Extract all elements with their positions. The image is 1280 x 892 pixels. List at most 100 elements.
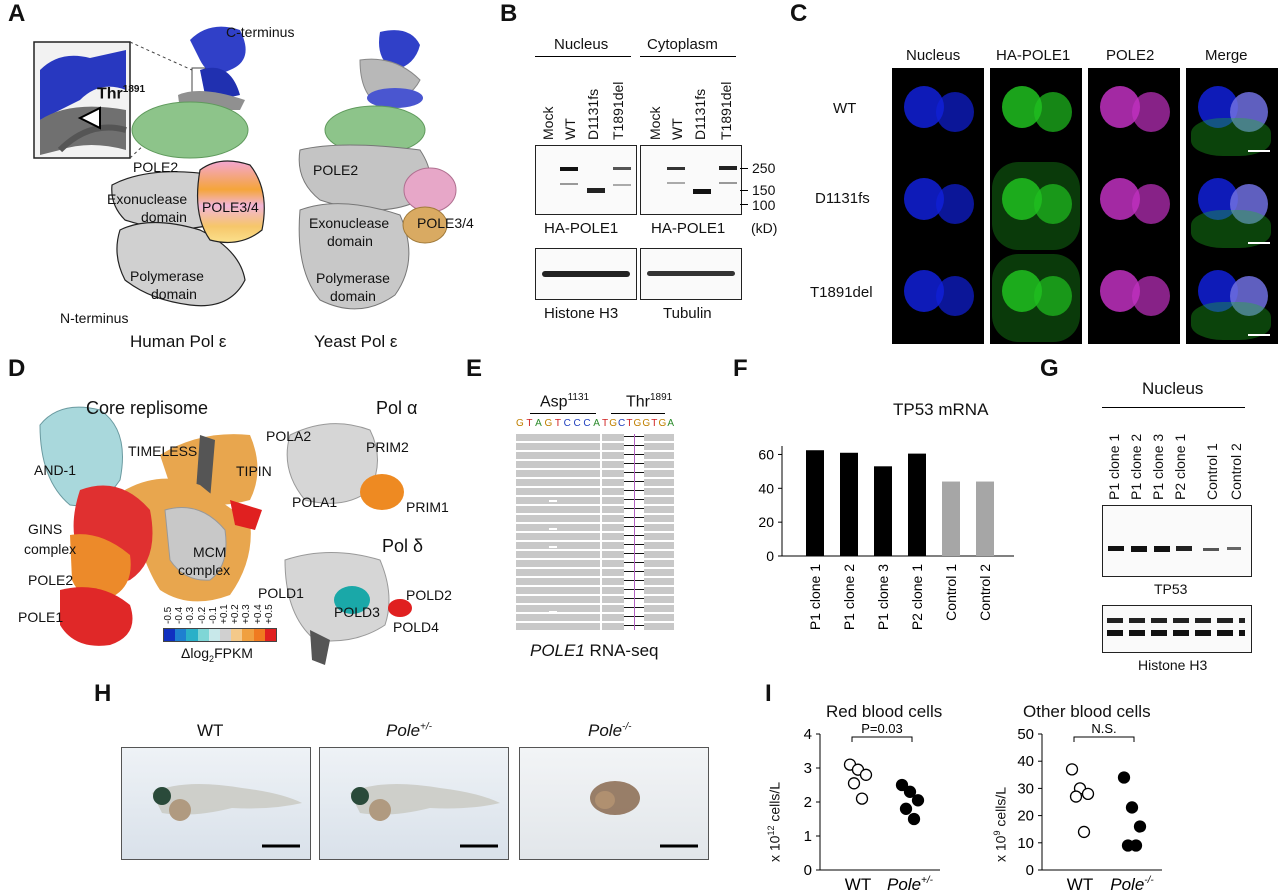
prim1-label: PRIM1 bbox=[406, 499, 449, 515]
i-dot bbox=[911, 794, 925, 807]
col-merge: Merge bbox=[1205, 47, 1248, 64]
n-terminus-label: N-terminus bbox=[60, 310, 129, 326]
g-lane-6: Control 2 bbox=[1228, 443, 1244, 500]
blot-ha-cytoplasm bbox=[640, 145, 742, 215]
g-lane-2: P1 clone 2 bbox=[1128, 433, 1144, 500]
ha-pole1-label-nuc: HA-POLE1 bbox=[544, 220, 619, 237]
lane-d1131fs-nuc: D1131fs bbox=[585, 88, 601, 140]
base-letter: T bbox=[554, 418, 562, 429]
pold2-label: POLD2 bbox=[406, 587, 452, 603]
scale-tick: +0.2 bbox=[230, 604, 242, 624]
rbc-ylabel: x 1012 cells/L bbox=[766, 781, 783, 862]
pola1-label: POLA1 bbox=[292, 494, 338, 510]
other-ylabel: x 109 cells/L bbox=[992, 786, 1009, 862]
blot-ha-nucleus bbox=[535, 145, 637, 215]
kd-label: (kD) bbox=[751, 220, 778, 236]
f-bar bbox=[908, 453, 926, 556]
histone-h3-label-b: Histone H3 bbox=[544, 305, 619, 322]
scale-tick: -0.2 bbox=[196, 606, 208, 624]
i-y-tick-label: 10 bbox=[1017, 835, 1034, 852]
h-wt-title: WT bbox=[197, 721, 224, 740]
mcm-label: MCM bbox=[193, 544, 227, 560]
panel-label-e: E bbox=[466, 355, 483, 382]
i-y-tick-label: 30 bbox=[1017, 780, 1034, 797]
micrograph-wt-merge bbox=[1186, 68, 1278, 160]
i-y-tick-label: 0 bbox=[1026, 862, 1034, 879]
base-letter: A bbox=[593, 418, 600, 429]
rnaseq-track-asp bbox=[516, 434, 600, 630]
blot-histone-h3 bbox=[535, 248, 637, 300]
pol-alpha-title: Pol α bbox=[376, 398, 418, 418]
micrograph-t1891del-merge bbox=[1186, 252, 1278, 344]
i-y-tick-label: 3 bbox=[804, 760, 812, 777]
f-x-tick-label: P1 clone 3 bbox=[875, 564, 891, 630]
yeast-pol-title: Yeast Pol ε bbox=[314, 332, 398, 351]
pole34-label-human: POLE3/4 bbox=[202, 199, 259, 215]
tp53-bar-chart: 0 20 40 60 P1 clone 1 P1 clone 2 P1 clone 3 P2 … bbox=[758, 446, 1014, 630]
color-scale-bar bbox=[163, 628, 277, 642]
micrograph-t1891del-pole2 bbox=[1088, 252, 1180, 344]
polymerase-domain-label-yeast: domain bbox=[330, 288, 376, 304]
base-letter: T bbox=[526, 418, 533, 429]
scale-swatch-1 bbox=[175, 629, 187, 641]
panel-label-f: F bbox=[733, 355, 748, 382]
exonuclease-label-yeast: Exonuclease bbox=[309, 215, 390, 231]
i-x-label-wt: WT bbox=[1067, 875, 1093, 892]
scale-swatch-8 bbox=[253, 629, 265, 641]
thr-label-e: Thr1891 bbox=[626, 392, 673, 411]
scale-swatch-9 bbox=[264, 629, 277, 641]
asp-label: Asp1131 bbox=[540, 392, 590, 411]
micrograph-wt-nucleus bbox=[892, 68, 984, 160]
gins-label: GINS bbox=[28, 521, 63, 537]
i-bracket bbox=[851, 736, 913, 742]
micrograph-wt-pole2 bbox=[1088, 68, 1180, 160]
polymerase-domain-label-human: domain bbox=[151, 286, 197, 302]
g-lane-4: P2 clone 1 bbox=[1172, 433, 1188, 500]
lane-t1891del-nuc: T1891del bbox=[610, 81, 626, 140]
base-letter: T bbox=[651, 418, 658, 429]
i-y-tick-label: 2 bbox=[804, 794, 812, 811]
base-letter: G bbox=[544, 418, 553, 429]
base-letter: C bbox=[563, 418, 571, 429]
f-x-tick-label: P2 clone 1 bbox=[909, 564, 925, 630]
blot-tp53 bbox=[1102, 505, 1252, 577]
panel-d-replisome bbox=[39, 406, 412, 665]
i-dot bbox=[855, 792, 869, 805]
g-lane-1: P1 clone 1 bbox=[1106, 433, 1122, 500]
i-dot bbox=[1125, 801, 1139, 814]
scale-tick: -0.5 bbox=[163, 606, 174, 624]
base-letter: A bbox=[535, 418, 542, 429]
pola2-label: POLA2 bbox=[266, 428, 312, 444]
i-annotation: P=0.03 bbox=[861, 721, 903, 736]
mcm-complex-label: complex bbox=[178, 562, 231, 578]
f-bar bbox=[942, 481, 960, 556]
f-x-tick-label: P1 clone 1 bbox=[807, 564, 823, 630]
other-cells-dot-plot: 0 10 20 30 40 50 N.S. WT Pole-/- bbox=[1017, 721, 1162, 892]
gins-complex-label: complex bbox=[24, 541, 77, 557]
scale-swatch-0 bbox=[164, 629, 176, 641]
lane-d1131fs-cyt: D1131fs bbox=[692, 88, 708, 140]
i-dot bbox=[1065, 763, 1079, 776]
scale-tick: +0.4 bbox=[252, 604, 264, 624]
core-replisome-title: Core replisome bbox=[86, 398, 209, 418]
i-y-tick-label: 0 bbox=[804, 862, 812, 879]
i-y-tick-label: 50 bbox=[1017, 726, 1034, 743]
panel-label-a: A bbox=[8, 0, 26, 27]
pold3-label: POLD3 bbox=[334, 604, 380, 620]
f-bar bbox=[874, 466, 892, 556]
f-bar bbox=[976, 481, 994, 556]
pol-delta-title: Pol δ bbox=[382, 536, 424, 556]
and1-label: AND-1 bbox=[34, 462, 77, 478]
panel-label-i: I bbox=[765, 680, 772, 707]
panel-label-h: H bbox=[94, 680, 112, 707]
base-letter: G bbox=[516, 418, 524, 429]
panel-label-g: G bbox=[1040, 355, 1059, 382]
scale-swatch-3 bbox=[197, 629, 209, 641]
i-dot bbox=[1077, 825, 1091, 839]
thr-label: Thr1891 bbox=[97, 84, 146, 103]
f-bar bbox=[806, 450, 824, 556]
i-annotation: N.S. bbox=[1091, 721, 1116, 736]
pole1-label-d: POLE1 bbox=[18, 609, 64, 625]
